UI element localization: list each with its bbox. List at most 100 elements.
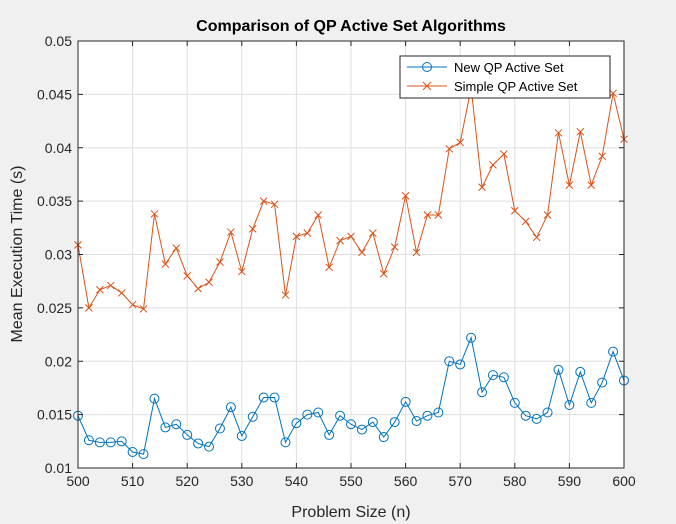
data-point (205, 278, 213, 287)
data-point (379, 269, 388, 278)
y-tick-label: 0.01 (45, 460, 72, 476)
x-tick-label: 510 (121, 473, 145, 489)
data-point (194, 284, 202, 293)
data-point (477, 387, 488, 398)
data-point (116, 436, 127, 447)
x-tick-label: 570 (449, 473, 473, 489)
data-point (227, 228, 235, 236)
series-line (77, 336, 625, 455)
data-point (259, 197, 268, 205)
data-point (509, 397, 520, 408)
y-tick-label: 0.015 (37, 407, 72, 423)
data-point (401, 191, 410, 200)
data-point (324, 429, 335, 440)
data-point (161, 260, 170, 268)
data-point (597, 377, 608, 388)
data-point (346, 419, 356, 430)
data-point (248, 225, 257, 233)
legend-marker-simple (422, 81, 432, 91)
data-point (128, 300, 137, 309)
y-tick-label: 0.025 (37, 300, 72, 316)
data-point (83, 435, 94, 446)
data-point (193, 438, 204, 449)
data-point (358, 248, 366, 257)
data-point (216, 258, 224, 266)
data-point (105, 437, 116, 448)
data-point (378, 432, 389, 443)
data-point (489, 160, 497, 169)
x-tick-label: 500 (66, 473, 90, 489)
data-point (280, 437, 291, 448)
data-point (411, 416, 422, 427)
data-point (598, 152, 607, 161)
data-point (389, 417, 400, 428)
data-point (335, 410, 346, 421)
data-point (564, 400, 575, 411)
y-tick-label: 0.035 (37, 193, 72, 209)
data-point (500, 150, 508, 159)
y-tick-label: 0.02 (45, 353, 72, 369)
x-tick-label: 580 (503, 473, 527, 489)
data-point (85, 304, 93, 312)
data-point (400, 396, 411, 407)
data-point (150, 210, 159, 218)
data-point (433, 407, 444, 418)
data-point (542, 407, 553, 418)
legend-label-new: New QP Active Set (454, 60, 564, 75)
data-point (313, 407, 324, 418)
data-point (247, 411, 258, 422)
data-point (171, 419, 182, 430)
data-point (455, 359, 466, 370)
y-tick-label: 0.045 (37, 86, 72, 102)
data-point (434, 211, 443, 219)
data-point (291, 418, 302, 429)
data-point (183, 271, 192, 280)
data-point (139, 305, 148, 313)
data-point (214, 423, 225, 434)
data-point (543, 211, 552, 219)
data-point (225, 402, 236, 413)
data-point (138, 449, 149, 460)
data-point (172, 244, 181, 252)
data-point (521, 217, 530, 226)
legend-box (399, 55, 611, 99)
ticks: 500 510 520 530 540 550 560 570 580 590 600 0.01 0.0… (37, 33, 636, 489)
data-point (487, 370, 498, 381)
data-point (237, 267, 246, 276)
x-tick-label: 540 (285, 473, 309, 489)
data-point (586, 397, 597, 408)
data-point (608, 346, 619, 357)
x-axis-label: Problem Size (n) (291, 504, 410, 521)
x-tick-label: 520 (176, 473, 200, 489)
data-point (466, 332, 477, 343)
data-point (422, 410, 433, 421)
data-point (117, 289, 126, 297)
data-point (456, 138, 465, 147)
data-point (302, 409, 313, 420)
data-point (127, 446, 138, 457)
legend-marker-new (422, 62, 432, 72)
x-tick-label: 590 (558, 473, 582, 489)
data-point (553, 364, 564, 375)
data-point (94, 437, 105, 448)
data-point (182, 429, 193, 440)
data-point (609, 89, 617, 98)
data-point (281, 291, 290, 299)
data-point (532, 233, 541, 242)
data-point (95, 285, 104, 294)
data-point (236, 430, 247, 441)
data-point (314, 211, 323, 219)
x-tick-label: 550 (339, 473, 363, 489)
data-point (575, 366, 586, 377)
x-tick-label: 560 (394, 473, 418, 489)
data-point (423, 211, 432, 219)
data-point (520, 410, 531, 421)
legend[interactable]: New QP Active Set Simple QP Active Set (399, 55, 611, 99)
data-point (498, 372, 509, 383)
data-point (258, 392, 269, 403)
y-tick-label: 0.03 (45, 247, 72, 263)
chart-title: Comparison of QP Active Set Algorithms (196, 18, 506, 35)
y-tick-label: 0.05 (45, 33, 72, 49)
data-point (565, 181, 574, 189)
